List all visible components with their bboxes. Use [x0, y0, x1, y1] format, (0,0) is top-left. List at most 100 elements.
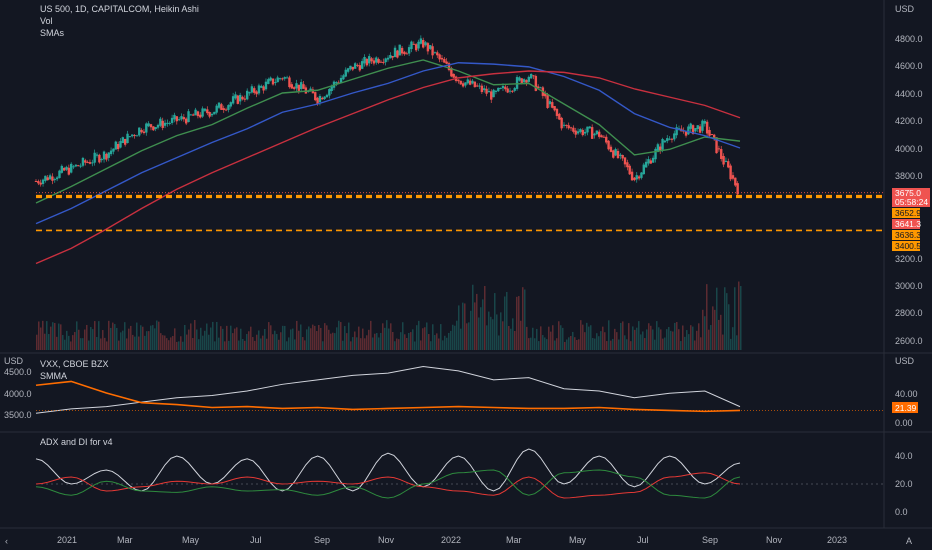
candle-body	[548, 101, 552, 105]
candle-body	[231, 96, 235, 104]
candle-body	[86, 161, 89, 163]
candle	[647, 156, 650, 166]
volume-bar	[324, 323, 326, 350]
vxx-line	[35, 365, 741, 414]
candle-body	[246, 90, 249, 100]
candle	[260, 84, 263, 89]
vxx-title[interactable]: VXX, CBOE BZX	[40, 359, 109, 369]
candle	[609, 144, 613, 153]
candle	[281, 77, 284, 81]
candle	[703, 119, 706, 127]
candle	[243, 95, 247, 102]
volume-bar	[612, 338, 614, 350]
candle	[241, 95, 244, 101]
volume-bar	[510, 328, 512, 350]
auto-scale-icon[interactable]: A	[906, 536, 912, 546]
volume-legend[interactable]: Vol	[40, 16, 53, 26]
volume-bar	[146, 331, 148, 350]
smas-legend[interactable]: SMAs	[40, 28, 65, 38]
candle-body	[426, 43, 430, 52]
candle-body	[194, 109, 197, 116]
candle	[605, 134, 608, 145]
candle-body	[79, 165, 82, 167]
candle-body	[177, 119, 181, 121]
candle-body	[44, 175, 47, 181]
volume-bar	[72, 335, 74, 350]
volume-bar	[424, 327, 426, 350]
adx-title[interactable]: ADX and DI for v4	[40, 437, 113, 447]
volume-bar	[272, 334, 274, 350]
candle-body	[370, 58, 373, 62]
candle	[534, 74, 538, 92]
candle	[471, 78, 474, 85]
candle	[271, 78, 275, 86]
volume-bar	[444, 335, 446, 350]
volume-bar	[560, 325, 562, 350]
candle-body	[593, 133, 596, 136]
adx-tick: 20.0	[895, 479, 913, 489]
volume-bar	[404, 334, 406, 350]
volume-bar	[520, 320, 522, 350]
volume-bar	[184, 324, 186, 350]
volume-bar	[46, 321, 48, 350]
candle-body	[114, 141, 117, 150]
volume-bar	[76, 321, 78, 350]
volume-bar	[246, 334, 248, 350]
candle-body	[196, 111, 200, 117]
candle-body	[360, 61, 364, 69]
price-tick: 4800.0	[895, 34, 923, 44]
candle-body	[635, 175, 638, 180]
candle	[44, 175, 47, 183]
volume-bar	[160, 333, 162, 350]
candle-body	[569, 127, 573, 129]
volume-bar	[428, 334, 430, 350]
volume-bar	[224, 341, 226, 350]
symbol-title[interactable]: US 500, 1D, CAPITALCOM, Heikin Ashi	[40, 4, 199, 14]
price-axis-unit: USD	[895, 4, 915, 14]
candle-body	[630, 171, 634, 181]
sma-slow-line	[35, 70, 741, 265]
candle	[499, 87, 502, 90]
candle-body	[382, 61, 385, 63]
volume-bar	[176, 341, 178, 350]
candle-body	[201, 108, 204, 117]
adx-lines	[35, 448, 884, 499]
go-to-start-icon[interactable]: ‹	[5, 536, 8, 546]
horizontal-levels[interactable]	[36, 192, 884, 232]
volume-bar	[202, 335, 204, 350]
candle	[250, 84, 254, 94]
volume-bar	[284, 325, 286, 350]
candle-body	[609, 146, 613, 152]
candle-body	[403, 51, 406, 55]
price-tick: 3800.0	[895, 171, 923, 181]
volume-bar	[392, 331, 394, 350]
candle-body	[417, 41, 420, 49]
volume-bar	[352, 337, 354, 350]
volume-bar	[372, 337, 374, 350]
candle	[102, 150, 106, 163]
candle-body	[285, 77, 289, 79]
volume-bar	[408, 332, 410, 350]
candle	[100, 157, 103, 163]
candle	[201, 106, 204, 118]
candle-body	[187, 111, 190, 123]
candle	[264, 78, 268, 91]
volume-bar	[298, 330, 300, 350]
volume-bar	[108, 320, 110, 350]
level-tag	[892, 208, 920, 218]
candle-body	[485, 88, 488, 94]
candle	[539, 86, 542, 89]
volume-bar	[344, 326, 346, 350]
candle-body	[67, 167, 71, 175]
candle	[95, 152, 99, 158]
candle-body	[112, 148, 115, 152]
volume-bar	[214, 341, 216, 350]
candle	[698, 124, 702, 134]
candle-body	[487, 91, 491, 93]
time-tick: Jul	[637, 535, 649, 545]
candle	[344, 67, 347, 78]
candle-body	[149, 124, 153, 128]
smma-legend[interactable]: SMMA	[40, 371, 67, 381]
smma-line	[35, 380, 741, 413]
